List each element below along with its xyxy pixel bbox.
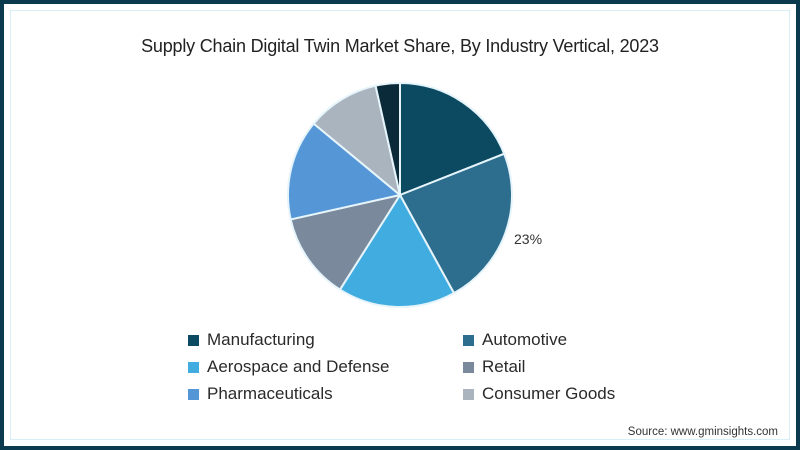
legend-item-manufacturing: Manufacturing — [188, 330, 315, 350]
chart-title: Supply Chain Digital Twin Market Share, … — [141, 36, 659, 56]
legend-swatch — [463, 334, 474, 346]
pie-slice-pharmaceuticals — [287, 122, 403, 221]
legend-item-consumer-goods: Consumer Goods — [463, 384, 615, 404]
legend-swatch — [188, 388, 199, 400]
legend-swatch — [188, 361, 199, 373]
pie-slice-consumer-goods — [312, 84, 402, 198]
legend-item-pharmaceuticals: Pharmaceuticals — [188, 384, 333, 404]
pie-slice-automotive — [398, 152, 513, 295]
pie-slice-manufacturing — [399, 81, 506, 197]
legend-label: Consumer Goods — [482, 384, 616, 403]
legend-label: Aerospace and Defense — [207, 357, 390, 376]
legend-label: Automotive — [482, 330, 568, 349]
pie-slice-aerospace-and-defense — [338, 193, 456, 308]
legend-label: Manufacturing — [207, 330, 315, 349]
legend-label: Retail — [482, 357, 526, 376]
legend-item-aerospace-defense: Aerospace and Defense — [188, 357, 389, 377]
pie-slice-retail — [289, 193, 403, 291]
legend-item-retail: Retail — [463, 357, 525, 377]
legend-label: Pharmaceuticals — [207, 384, 333, 403]
legend-item-automotive: Automotive — [463, 330, 567, 350]
inner-border — [10, 10, 790, 440]
legend-swatch — [463, 388, 474, 400]
pie-slice-others — [374, 81, 401, 196]
automotive-data-label: 23% — [514, 231, 543, 247]
legend-swatch — [463, 361, 474, 373]
legend-swatch — [188, 334, 199, 346]
source-note: Source: www.gminsights.com — [627, 426, 778, 438]
